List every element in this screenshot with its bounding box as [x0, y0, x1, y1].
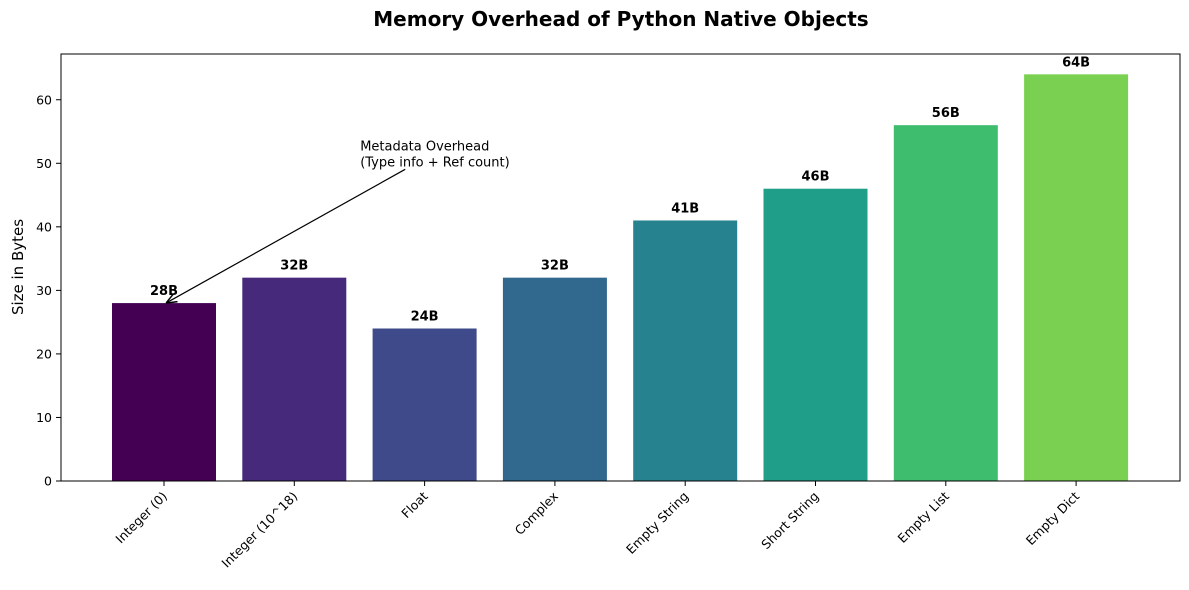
bar-value-label: 46B [802, 170, 830, 185]
x-tick-label: Complex [512, 489, 561, 538]
y-tick-label: 40 [36, 219, 52, 234]
bar [893, 125, 998, 482]
annotation-text: Metadata Overhead [360, 139, 489, 154]
bar-value-label: 64B [1062, 55, 1090, 70]
y-axis-label: Size in Bytes [9, 219, 27, 315]
y-tick-label: 20 [36, 346, 52, 361]
y-tick-label: 60 [36, 92, 52, 107]
x-tick-label: Float [398, 488, 431, 521]
x-tick-label: Integer (0) [112, 489, 170, 547]
bar-value-label: 28B [150, 284, 178, 299]
y-tick-label: 50 [36, 156, 52, 171]
bar [502, 277, 607, 481]
bar-value-label: 41B [671, 201, 699, 216]
plot-frame [60, 53, 1181, 482]
y-tick-label: 10 [36, 410, 52, 425]
x-tick-label: Short String [758, 489, 822, 553]
bars-layer [112, 74, 1129, 482]
y-tick-label: 30 [36, 283, 52, 298]
annotation-arrow [166, 168, 406, 303]
annotation: Metadata Overhead(Type info + Ref count) [166, 139, 510, 303]
x-tick-label: Empty String [623, 489, 691, 557]
annotation-text: (Type info + Ref count) [360, 155, 510, 170]
y-tick-label: 0 [44, 474, 52, 489]
bar-value-label: 56B [932, 106, 960, 121]
bar [112, 303, 216, 481]
bar [633, 220, 738, 481]
bar-value-label: 32B [541, 259, 569, 274]
bar-value-label: 32B [280, 259, 308, 274]
x-tick-label: Empty List [895, 488, 952, 545]
x-axis-ticks: Integer (0) Integer (10^18) Float Complex Em… [112, 481, 1082, 571]
data-labels-layer: 28B 32B 24B 32B 41B 46B 56B 64B [150, 55, 1090, 324]
x-tick-label: Integer (10^18) [218, 489, 300, 571]
bar-value-label: 24B [411, 310, 439, 325]
chart-title: Memory Overhead of Python Native Objects [373, 7, 868, 31]
bar [763, 188, 868, 482]
y-axis-ticks: 0 10 20 30 40 50 60 [36, 92, 61, 489]
bar [372, 328, 477, 481]
bar [1024, 74, 1129, 481]
bar [242, 277, 347, 481]
x-tick-label: Empty Dict [1023, 488, 1083, 548]
